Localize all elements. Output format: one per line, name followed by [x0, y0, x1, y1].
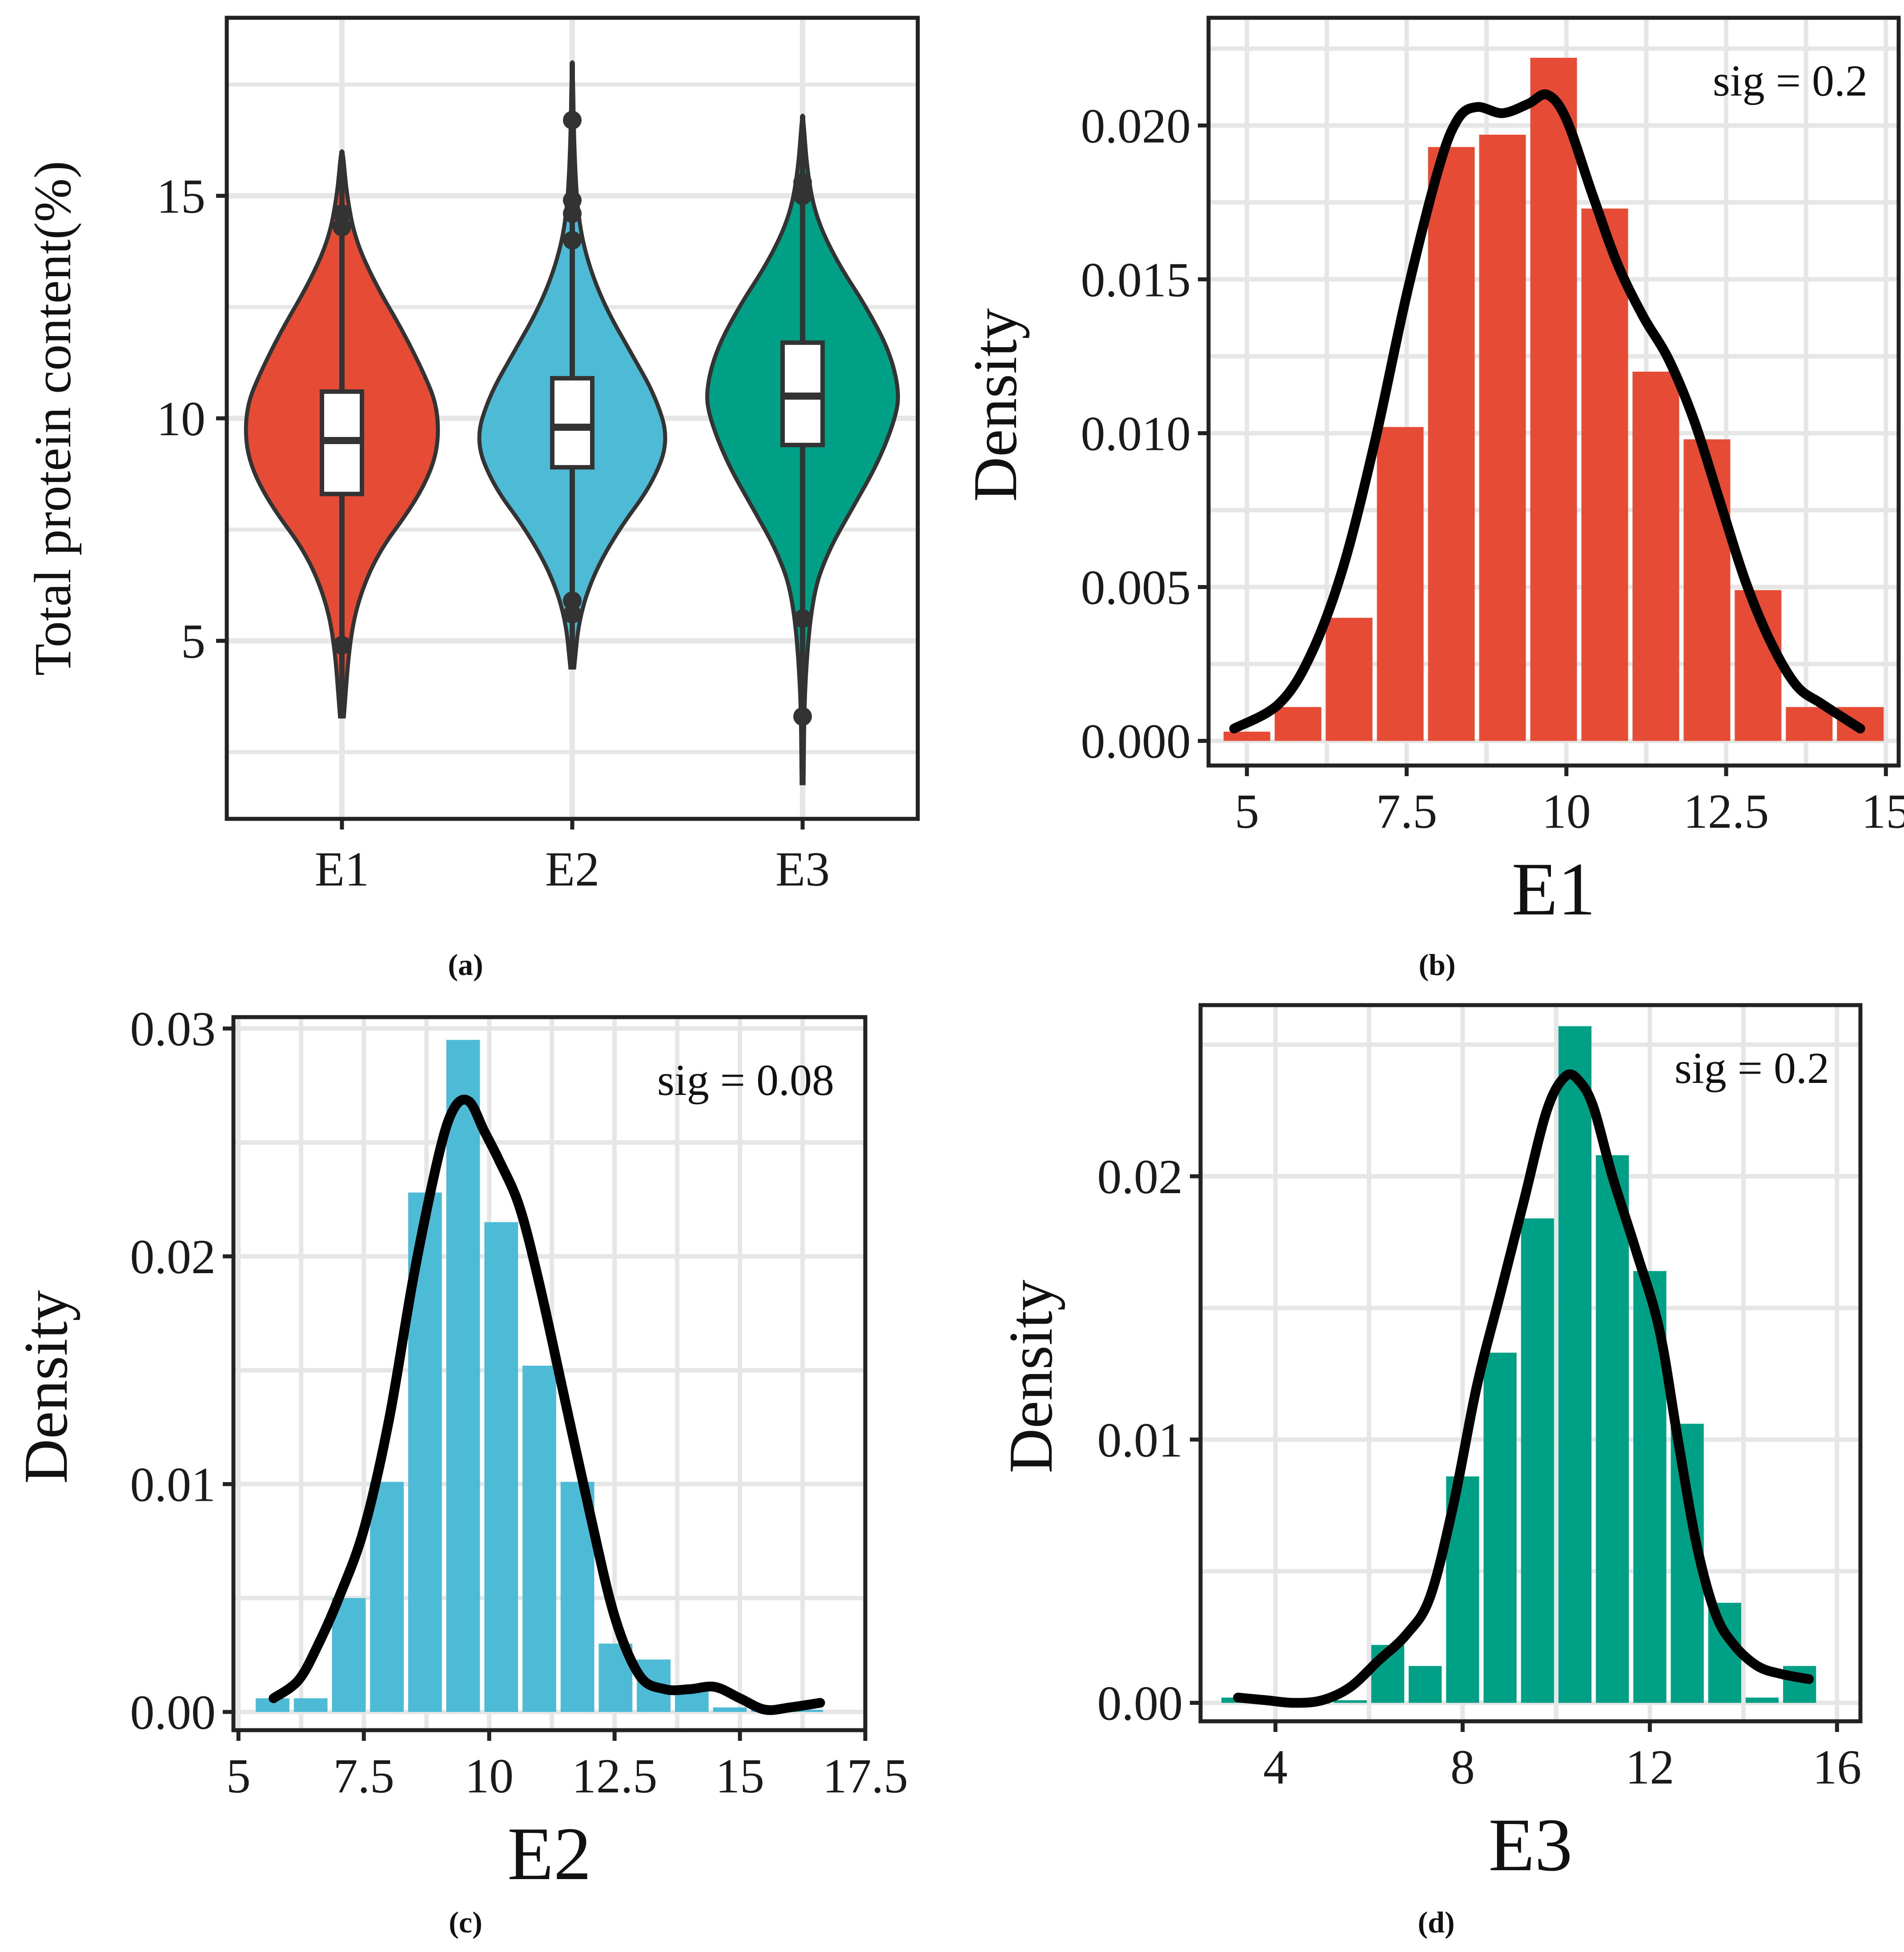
panel-caption: (d): [1418, 1905, 1454, 1939]
x-tick-label: 15: [715, 1749, 764, 1803]
y-axis-title: Total protein content(%): [24, 161, 82, 676]
y-tick-label: 0.015: [1081, 253, 1191, 307]
plot-frame: [231, 1015, 868, 1732]
histogram-bar: [713, 1707, 747, 1712]
x-tick-label: E2: [545, 842, 599, 896]
panel-caption: (c): [449, 1905, 482, 1939]
x-axis-title: E1: [1512, 847, 1596, 931]
sig-annotation: sig = 0.08: [657, 1055, 834, 1105]
y-axis-title: Density: [961, 308, 1030, 502]
histogram-bar: [1274, 707, 1322, 741]
panel-a: 5 10 15 E1 E2 E3 Total protein content(%) (a): [24, 16, 920, 982]
panel-caption: (b): [1418, 948, 1455, 982]
outlier-point: [333, 217, 351, 236]
histogram-bar: [1479, 135, 1526, 741]
x-tick-label: 10: [465, 1749, 514, 1803]
histogram-bar: [370, 1482, 404, 1712]
panel-c: 0.00 0.01 0.02 0.03 5 7.5 10 12.5 15 17.5 E2 Densit…: [12, 1002, 908, 1939]
y-tick-label: 0.00: [1097, 1676, 1183, 1731]
histogram-bar: [1683, 439, 1731, 741]
density-curve: [1233, 1069, 1814, 1708]
x-tick-label: 8: [1450, 1740, 1475, 1794]
x-tick-label: 17.5: [823, 1749, 908, 1803]
histogram-bar: [1409, 1666, 1442, 1703]
outlier-point: [333, 204, 351, 223]
outlier-point: [563, 605, 582, 624]
y-axis-title: Density: [12, 1290, 80, 1484]
x-tick-label: E1: [315, 842, 369, 896]
x-axis-title: E3: [1489, 1803, 1573, 1887]
y-tick-label: 0.01: [1097, 1413, 1183, 1467]
histogram-bar: [484, 1222, 518, 1712]
histogram-bar: [1786, 707, 1833, 741]
histogram-bar: [1334, 1700, 1367, 1703]
outlier-point: [793, 186, 812, 205]
sig-annotation: sig = 0.2: [1675, 1043, 1829, 1093]
x-tick-label: 15: [1861, 784, 1904, 838]
y-tick-label: 0.02: [130, 1230, 216, 1284]
histogram-bar: [1377, 427, 1424, 741]
histogram-bar: [446, 1040, 480, 1712]
x-tick-label: 12: [1625, 1740, 1674, 1794]
outlier-point: [563, 231, 582, 250]
x-tick-label: 5: [226, 1749, 251, 1803]
x-tick-label: 10: [1542, 784, 1591, 838]
y-tick-label: 5: [181, 614, 205, 669]
panel-d: 0.00 0.01 0.02 4 8 12 16 E3 Density sig = 0.2 (d): [996, 1003, 1863, 1939]
y-tick-label: 0.00: [130, 1685, 216, 1740]
outlier-point: [333, 636, 351, 655]
y-tick-label: 0.02: [1097, 1150, 1183, 1204]
outlier-point: [793, 707, 812, 726]
histogram-bar: [1632, 372, 1679, 741]
sig-annotation: sig = 0.2: [1713, 56, 1868, 105]
x-tick-label: 5: [1235, 784, 1259, 838]
outlier-point: [793, 173, 812, 192]
histogram-bar: [1483, 1352, 1517, 1703]
histogram-bar: [522, 1366, 556, 1712]
x-tick-label: 12.5: [572, 1749, 658, 1803]
density-curve: [1229, 89, 1865, 734]
density-curve: [269, 1094, 825, 1715]
y-tick-label: 0.01: [130, 1458, 216, 1512]
histogram-bar: [1326, 617, 1373, 741]
panel-b: 0.000 0.005 0.010 0.015 0.020 5 7.5 10 12.5 15 E1 D…: [961, 16, 1904, 982]
x-tick-label: 12.5: [1683, 784, 1769, 838]
y-tick-label: 0.03: [130, 1002, 216, 1056]
outlier-point: [563, 191, 582, 210]
panel-caption: (a): [448, 948, 483, 982]
histogram-bar: [1581, 208, 1628, 741]
outlier-point: [563, 204, 582, 223]
y-tick-label: 10: [157, 392, 205, 446]
y-tick-label: 0.005: [1081, 561, 1191, 615]
histogram-bar: [1558, 1026, 1592, 1703]
histogram-bar: [332, 1598, 366, 1712]
histogram-bar: [1745, 1697, 1779, 1703]
histogram-bar: [1223, 731, 1270, 741]
y-tick-label: 0.020: [1081, 99, 1191, 153]
x-tick-label: 7.5: [1376, 784, 1438, 838]
outlier-point: [563, 111, 582, 130]
outlier-point: [793, 609, 812, 628]
histogram-bar: [789, 1709, 823, 1712]
y-tick-label: 15: [157, 169, 205, 223]
histogram-bar: [1596, 1155, 1629, 1703]
plot-frame: [1206, 16, 1901, 768]
histogram-bar: [293, 1698, 328, 1712]
x-tick-label: E3: [775, 842, 830, 896]
x-tick-label: 7.5: [333, 1749, 394, 1803]
x-tick-label: 16: [1812, 1740, 1861, 1794]
x-tick-label: 4: [1263, 1740, 1288, 1794]
plot-frame: [1198, 1003, 1863, 1724]
histogram-bar: [1530, 57, 1577, 741]
outlier-point: [563, 591, 582, 610]
y-tick-label: 0.000: [1081, 714, 1191, 769]
x-axis-title: E2: [507, 1812, 591, 1896]
histogram-bar: [1521, 1218, 1554, 1703]
histogram-bar: [1428, 147, 1475, 741]
box-E2: [550, 376, 594, 470]
y-tick-label: 0.010: [1081, 406, 1191, 461]
y-axis-title: Density: [996, 1280, 1065, 1474]
